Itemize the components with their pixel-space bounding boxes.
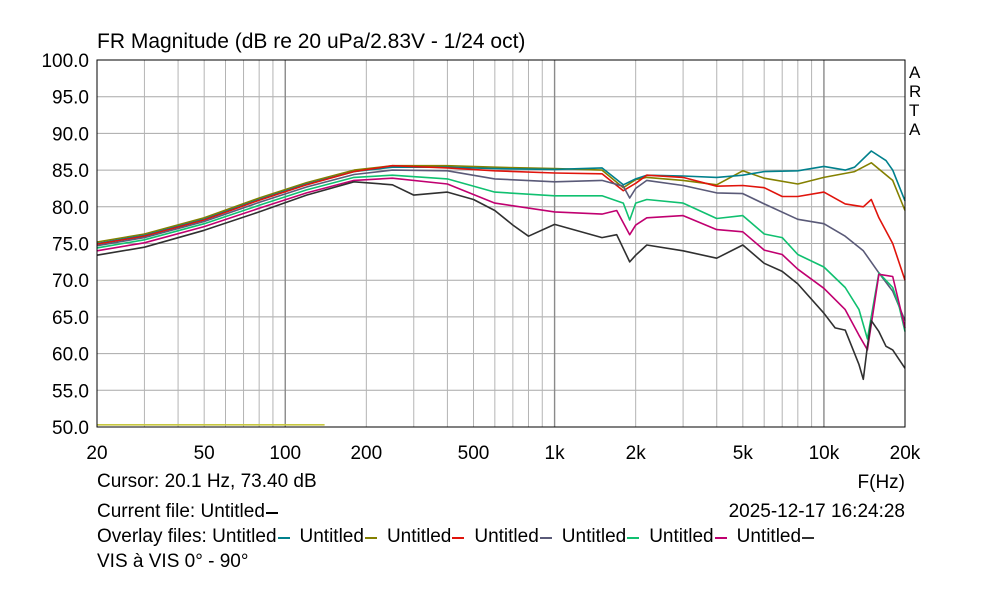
overlay-file: Untitled <box>300 526 387 547</box>
arta-letter: A <box>909 63 921 82</box>
arta-letter: A <box>909 120 921 139</box>
series-line-4 <box>96 174 906 340</box>
arta-letter: T <box>909 101 920 120</box>
series-line-0 <box>96 162 906 243</box>
chart-title: FR Magnitude (dB re 20 uPa/2.83V - 1/24 … <box>97 30 526 53</box>
overlay-list: Untitled Untitled Untitled Untitled Untitled… <box>212 526 824 547</box>
x-tick-label: 10k <box>809 443 840 464</box>
x-tick-label: 200 <box>350 443 382 464</box>
x-tick-label: 5k <box>733 443 754 464</box>
current-file-label: Current file: Untitled <box>97 501 265 522</box>
y-tick-label: 70.0 <box>52 271 89 292</box>
x-tick-label: 20k <box>890 443 921 464</box>
y-tick-labels: 100.0 95.0 90.0 85.0 80.0 75.0 70.0 65.0 60.0 55.… <box>41 51 89 439</box>
overlay-file-name: Untitled <box>474 526 539 547</box>
overlay-file: Untitled <box>387 526 474 547</box>
cursor-readout: Cursor: 20.1 Hz, 73.40 dB <box>97 471 317 492</box>
note: VIS à VIS 0° - 90° <box>97 551 249 572</box>
overlay-file-swatch <box>627 536 640 539</box>
y-tick-label: 80.0 <box>52 198 89 219</box>
x-tick-label: 20 <box>86 443 107 464</box>
overlay-file-swatch <box>802 536 815 539</box>
overlay-file-name: Untitled <box>736 526 802 547</box>
x-tick-label: 500 <box>458 443 490 464</box>
y-tick-label: 50.0 <box>52 418 89 439</box>
overlay-label: Overlay files: <box>97 526 207 547</box>
overlay-file-swatch <box>364 536 377 539</box>
y-tick-label: 55.0 <box>52 381 89 402</box>
overlay-file-swatch <box>452 536 465 539</box>
overlay-file: Untitled <box>474 526 561 547</box>
y-tick-label: 65.0 <box>52 308 89 329</box>
series-line-2 <box>96 164 906 281</box>
overlay-file-name: Untitled <box>386 526 452 547</box>
x-tick-label: 50 <box>194 443 215 464</box>
y-tick-label: 90.0 <box>52 124 89 145</box>
overlay-file-name: Untitled <box>299 526 364 547</box>
x-tick-label: 2k <box>626 443 647 464</box>
y-tick-label: 85.0 <box>52 161 89 182</box>
overlay-file-swatch <box>277 536 290 539</box>
datetime: 2025-12-17 16:24:28 <box>728 501 905 522</box>
grid <box>97 60 905 427</box>
y-tick-label: 95.0 <box>52 88 89 109</box>
overlay-file-name: Untitled <box>212 526 277 547</box>
overlay-files: Overlay files: Untitled Untitled Untitled U… <box>97 527 824 546</box>
overlay-file-name: Untitled <box>649 526 714 547</box>
series-group <box>96 150 906 426</box>
overlay-file: Untitled <box>649 526 736 547</box>
y-tick-label: 100.0 <box>41 51 89 72</box>
current-file: Current file: Untitled <box>97 502 288 521</box>
x-tick-label: 100 <box>269 443 301 464</box>
overlay-file-name: Untitled <box>561 526 627 547</box>
series-line-5 <box>96 177 906 351</box>
x-axis-label: F(Hz) <box>858 472 905 493</box>
y-tick-label: 60.0 <box>52 345 89 366</box>
current-file-swatch <box>265 511 278 514</box>
overlay-file: Untitled <box>737 526 824 547</box>
y-tick-label: 75.0 <box>52 235 89 256</box>
arta-letter: R <box>909 82 922 101</box>
overlay-file: Untitled <box>562 526 649 547</box>
series-line-6 <box>96 181 906 381</box>
overlay-file-swatch <box>714 536 727 539</box>
series-line-3 <box>96 169 906 321</box>
x-tick-labels: 20 50 100 200 500 1k 2k 5k 10k 20k <box>86 443 920 464</box>
overlay-file-swatch <box>539 536 552 539</box>
overlay-file: Untitled <box>212 526 299 547</box>
x-tick-label: 1k <box>545 443 566 464</box>
plot-frame <box>96 59 906 428</box>
